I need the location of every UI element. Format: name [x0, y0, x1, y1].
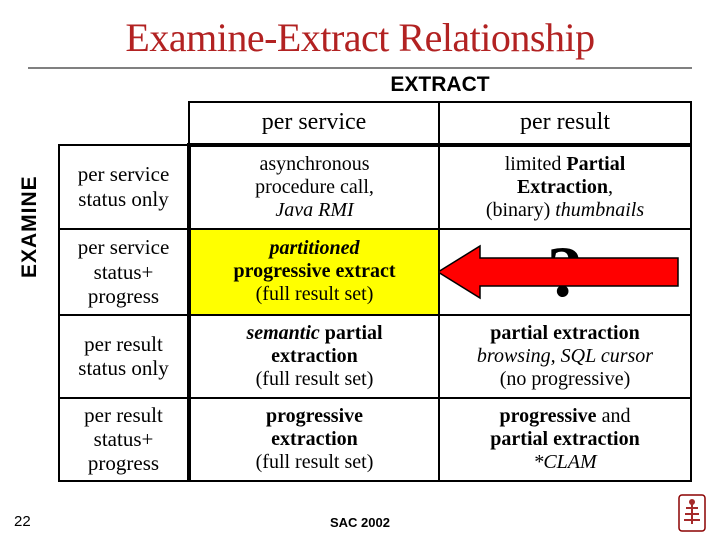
examine-axis-label: EXAMINE: [18, 175, 42, 278]
cell-r4c2: progressive and partial extraction *CLAM: [439, 398, 691, 481]
footer-text: SAC 2002: [0, 515, 720, 530]
relationship-table: per service per result per service statu…: [58, 101, 692, 482]
col-header-per-result: per result: [439, 102, 691, 145]
row-header-1: per service status only: [59, 145, 189, 229]
corner-cell: [59, 102, 189, 145]
row-header-3: per result status only: [59, 315, 189, 398]
table-row: per result status only semantic partial …: [59, 315, 691, 398]
table-header-row: per service per result: [59, 102, 691, 145]
cell-r2c1-highlight: partitioned progressive extract (full re…: [189, 229, 439, 315]
title-underline: [28, 67, 692, 69]
extract-axis-label: EXTRACT: [188, 73, 692, 97]
cell-r1c2: limited Partial Extraction, (binary) thu…: [439, 145, 691, 229]
row-header-4: per result status+ progress: [59, 398, 189, 481]
cell-r2c2-question: ?: [439, 229, 691, 315]
row-header-2: per service status+ progress: [59, 229, 189, 315]
question-mark-icon: ?: [547, 232, 583, 312]
col-header-per-service: per service: [189, 102, 439, 145]
slide-title: Examine-Extract Relationship: [0, 0, 720, 67]
cell-r3c1: semantic partial extraction (full result…: [189, 315, 439, 398]
table-row: per service status only asynchronous pro…: [59, 145, 691, 229]
cell-r4c1: progressive extraction (full result set): [189, 398, 439, 481]
cell-r3c2: partial extraction browsing, SQL cursor …: [439, 315, 691, 398]
stanford-logo-icon: [678, 494, 706, 532]
table-row: per service status+ progress partitioned…: [59, 229, 691, 315]
cell-r1c1: asynchronous procedure call, Java RMI: [189, 145, 439, 229]
table-row: per result status+ progress progressive …: [59, 398, 691, 481]
content-area: EXTRACT EXAMINE per service per result p…: [0, 73, 720, 482]
